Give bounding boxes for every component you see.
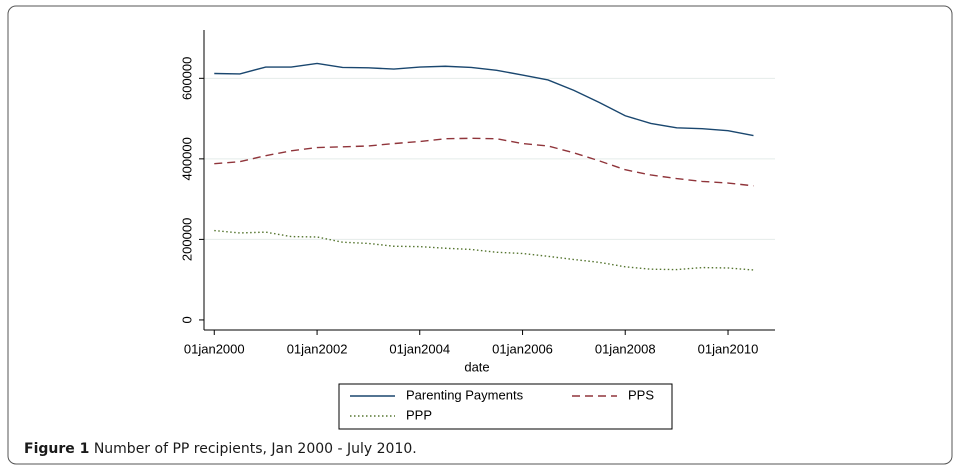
y-tick-label: 0	[179, 316, 194, 323]
caption: Figure 1 Number of PP recipients, Jan 20…	[24, 441, 417, 457]
y-tick-label: 200000	[179, 218, 194, 261]
x-tick-label: 01jan2004	[389, 341, 450, 356]
x-tick-label: 01jan2000	[184, 341, 245, 356]
y-tick-label: 400000	[179, 137, 194, 180]
legend-label: PPP	[406, 407, 432, 422]
figure-frame	[7, 5, 953, 465]
caption-text: Number of PP recipients, Jan 2000 - July…	[94, 441, 417, 457]
y-tick-label: 600000	[179, 57, 194, 100]
x-tick-label: 01jan2002	[287, 341, 348, 356]
caption-label: Figure 1	[24, 441, 89, 457]
series-line	[214, 62, 754, 137]
series-line	[214, 137, 754, 187]
legend-label: PPS	[628, 387, 654, 402]
legend-label: Parenting Payments	[406, 387, 524, 402]
x-tick-label: 01jan2010	[698, 341, 759, 356]
x-tick-label: 01jan2006	[492, 341, 553, 356]
x-tick-label: 01jan2008	[595, 341, 656, 356]
legend	[338, 383, 673, 430]
x-axis-label: date	[464, 359, 489, 374]
